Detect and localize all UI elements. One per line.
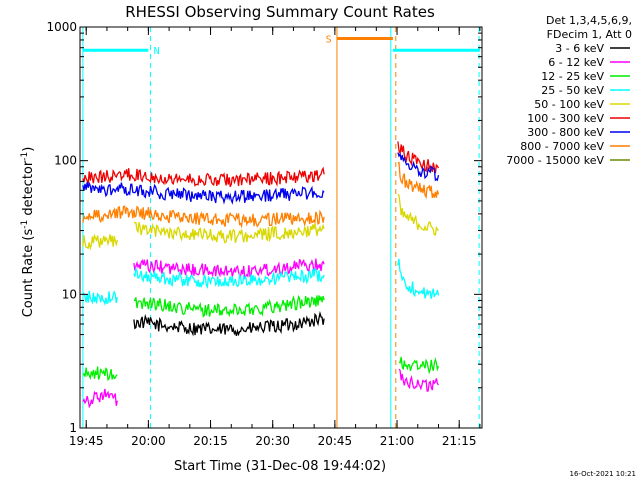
series-line xyxy=(133,294,325,318)
chart-title: RHESSI Observing Summary Count Rates xyxy=(125,3,435,21)
legend-entry-label: 25 - 50 keV xyxy=(541,84,604,97)
series-line xyxy=(82,205,325,229)
series-line xyxy=(133,221,325,244)
series-line xyxy=(133,258,325,279)
x-tick-label: 21:00 xyxy=(380,434,415,448)
y-axis-label-mid: detector xyxy=(21,160,36,220)
x-tick-label: 20:30 xyxy=(255,434,290,448)
x-axis-label: Start Time (31-Dec-08 19:44:02) xyxy=(174,459,386,474)
plot-area: NS 19:45 20:00 20:15 20:30 20:45 21:00 21:15 1… xyxy=(46,20,483,448)
legend-entry-label: 300 - 800 keV xyxy=(527,126,604,139)
y-tick-label: 10 xyxy=(62,287,77,301)
series-line xyxy=(82,181,325,205)
x-tick-label: 21:15 xyxy=(442,434,477,448)
legend-header-line-2: FDecim 1, Att 0 xyxy=(547,28,632,41)
legend-entry-label: 6 - 12 keV xyxy=(548,56,604,69)
x-axis-ticks: 19:45 20:00 20:15 20:30 20:45 21:00 21:15 xyxy=(69,27,481,448)
legend-entry-label: 100 - 300 keV xyxy=(527,112,604,125)
series-line xyxy=(397,193,439,236)
y-axis-label-sup1: -1 xyxy=(20,220,30,229)
legend-entry-label: 12 - 25 keV xyxy=(541,70,604,83)
plot-frame xyxy=(79,26,483,429)
series-lines xyxy=(82,141,440,409)
series-line xyxy=(82,366,118,382)
y-axis-label: Count Rate (s-1 detector-1) xyxy=(20,147,36,318)
legend-header-line-1: Det 1,3,4,5,6,9, xyxy=(546,14,632,27)
x-tick-label: 20:15 xyxy=(193,434,228,448)
series-line xyxy=(397,141,440,174)
series-line xyxy=(82,233,118,251)
y-tick-label: 1000 xyxy=(46,20,77,34)
series-line xyxy=(398,356,440,375)
state-bar-label: S xyxy=(326,35,332,46)
y-axis-ticks: 1 10 100 1000 xyxy=(46,20,482,435)
state-bar-label: N xyxy=(154,46,160,57)
x-tick-label: 19:45 xyxy=(69,434,104,448)
series-line xyxy=(397,258,440,299)
legend-entry-label: 50 - 100 keV xyxy=(534,98,604,111)
x-tick-label: 20:45 xyxy=(318,434,353,448)
y-axis-label-sup2: -1 xyxy=(20,152,30,161)
series-line xyxy=(82,166,325,188)
series-line xyxy=(133,310,325,337)
y-axis-label-end: ) xyxy=(21,147,36,152)
series-line xyxy=(398,368,439,392)
legend-entry-label: 800 - 7000 keV xyxy=(520,140,604,153)
legend-entry-label: 7000 - 15000 keV xyxy=(506,154,604,167)
legend: Det 1,3,4,5,6,9, FDecim 1, Att 0 3 - 6 k… xyxy=(506,14,632,167)
series-line xyxy=(133,266,325,290)
series-line xyxy=(82,290,118,307)
y-tick-label: 1 xyxy=(69,421,77,435)
legend-entry-label: 3 - 6 keV xyxy=(555,42,604,55)
y-tick-label: 100 xyxy=(54,154,77,168)
series-line xyxy=(397,152,440,182)
series-line xyxy=(397,161,440,200)
y-axis-label-main: Count Rate (s xyxy=(21,229,36,318)
x-tick-label: 20:00 xyxy=(131,434,166,448)
state-bars: NS xyxy=(82,35,480,57)
generation-timestamp: 16-Oct-2021 10:21 xyxy=(570,470,636,478)
series-line xyxy=(82,388,118,409)
